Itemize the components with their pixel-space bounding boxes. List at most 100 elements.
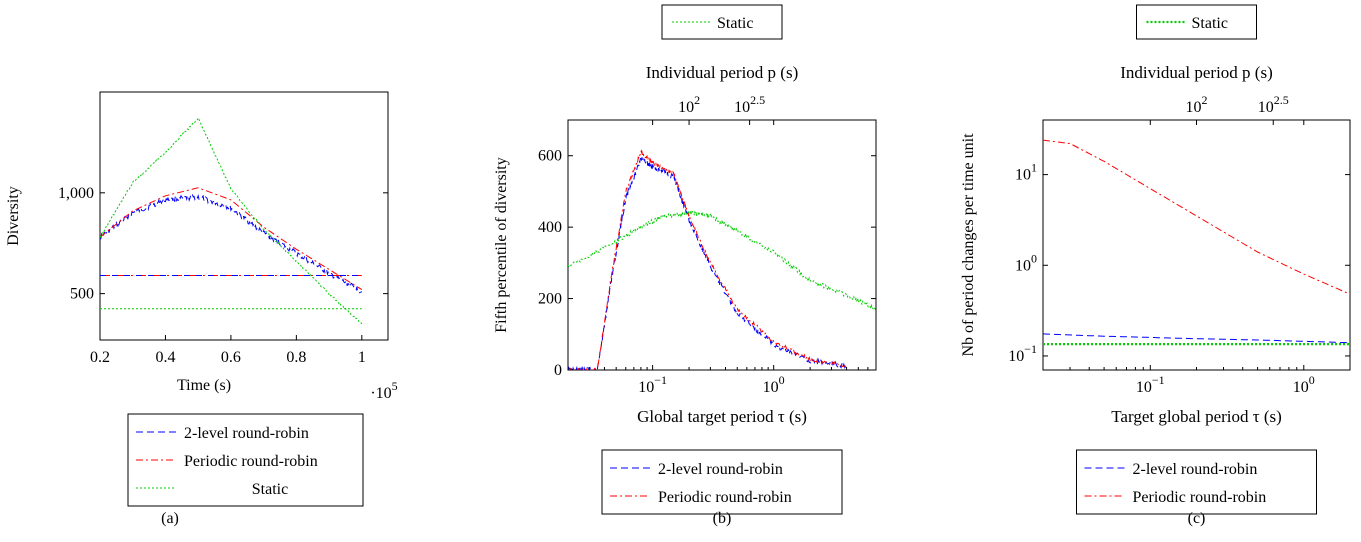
x-tick-label-base: 10: [638, 379, 654, 396]
legend: 2-level round-robin Periodic round-robin: [601, 449, 843, 515]
legend-box: [1076, 449, 1317, 515]
x-tick-label-base: 0.8: [286, 349, 306, 366]
x-tick-label-base: 1: [358, 349, 366, 366]
legend-entry: Periodic round-robin: [184, 453, 318, 470]
series-line: [100, 116, 363, 325]
series-line: [1043, 333, 1350, 344]
panel-label: (a): [161, 510, 179, 527]
x2-tick-label: 102: [1186, 93, 1208, 116]
legend-entry: 2-level round-robin: [1133, 461, 1258, 478]
legend-entry: Static: [252, 481, 288, 498]
x2-tick-label-exp: 2.5: [1274, 93, 1289, 107]
x-axis-label: Time (s): [177, 377, 231, 394]
y-tick-label-exp: 0: [1031, 251, 1037, 265]
y-tick-label: 500: [70, 286, 94, 303]
legend-entry: 2-level round-robin: [658, 461, 783, 478]
x-multiplier: ·105: [370, 379, 397, 402]
plot-frame: [567, 119, 877, 371]
y-tick-label-exp: −1: [1024, 342, 1037, 356]
y-tick-label: 600: [538, 148, 562, 165]
top-legend: Static: [1136, 4, 1257, 40]
x2-tick-label-exp: 2: [694, 93, 700, 107]
x-tick-label: 10−1: [1136, 373, 1165, 396]
x-tick-label-exp: −1: [1152, 373, 1165, 387]
series-group: [1043, 139, 1350, 346]
x-tick-label-exp: −1: [654, 373, 667, 387]
y-tick-label: 400: [538, 219, 562, 236]
x2-tick-label: 102.5: [1258, 93, 1289, 116]
x-axis-label: Target global period τ (s): [1111, 407, 1282, 426]
x2-tick-label-base: 10: [734, 99, 750, 116]
legend-entry: Periodic round-robin: [658, 489, 792, 506]
series-line: [568, 210, 876, 311]
legend: 2-level round-robin Periodic round-robin S…: [127, 413, 364, 507]
series-group: [568, 149, 876, 370]
series-line: [568, 156, 847, 370]
y-tick-label-base: 500: [70, 286, 94, 303]
x-axis-label: Global target period τ (s): [637, 407, 807, 426]
y-tick-label: 101: [1015, 161, 1037, 184]
series-group: [100, 116, 363, 325]
x2-axis-label: Individual period p (s): [646, 63, 799, 82]
x-tick-label: 100: [1293, 373, 1315, 396]
y-axis-label: Diversity: [5, 186, 22, 246]
legend-entry: Periodic round-robin: [1133, 489, 1267, 506]
plot-frame: [99, 91, 389, 341]
x-tick-label: 0.4: [155, 349, 175, 366]
x2-tick-label-exp: 2: [1202, 93, 1208, 107]
x-tick-label-base: 10: [763, 379, 779, 396]
panel-label: (b): [713, 510, 732, 527]
x2-tick-label: 102: [678, 93, 700, 116]
x2-tick-label-base: 10: [678, 99, 694, 116]
x2-tick-label: 102.5: [734, 93, 765, 116]
x-tick-label: 0.6: [221, 349, 241, 366]
x-tick-label-base: 0.6: [221, 349, 241, 366]
panel-a: 0.2 0.4 0.6 0.8 1 500 1,000 Time (s) ·105 Diversi…: [5, 91, 398, 527]
x2-tick-label-exp: 2.5: [750, 93, 765, 107]
y-tick-label: 10−1: [1008, 342, 1037, 365]
x-tick-label: 0.2: [90, 349, 110, 366]
legend-entry: Static: [717, 15, 753, 32]
x2-axis-label: Individual period p (s): [1120, 63, 1273, 82]
y-tick-label: 200: [538, 291, 562, 308]
y-tick-label: 100: [1015, 251, 1037, 274]
series-line: [570, 149, 847, 370]
x-tick-label: 10−1: [638, 373, 667, 396]
x2-tick-label-base: 10: [1258, 99, 1274, 116]
x-tick-label-base: 0.4: [155, 349, 175, 366]
y-tick-label-base: 0: [554, 362, 562, 379]
x-tick-label-base: 10: [1293, 379, 1309, 396]
y-axis-label: Nb of period changes per time unit: [960, 133, 977, 357]
y-tick-label-base: 600: [538, 148, 562, 165]
series-line: [100, 187, 363, 291]
y-tick-label-base: 200: [538, 291, 562, 308]
y-tick-label-base: 10: [1015, 257, 1031, 274]
series-line: [100, 193, 363, 294]
y-tick-label: 0: [554, 362, 562, 379]
top-legend: Static: [661, 4, 783, 40]
x-tick-label-base: 0.2: [90, 349, 110, 366]
legend: 2-level round-robin Periodic round-robin: [1076, 449, 1317, 515]
y-tick-label-base: 1,000: [58, 185, 94, 202]
x-tick-label: 1: [358, 349, 366, 366]
series-line: [1043, 139, 1350, 295]
x2-tick-label-base: 10: [1186, 99, 1202, 116]
plot-frame: [1042, 119, 1351, 371]
x-tick-label: 100: [763, 373, 785, 396]
y-tick-label-base: 400: [538, 219, 562, 236]
legend-entry: Static: [1192, 15, 1228, 32]
y-tick-label-exp: 1: [1031, 161, 1037, 175]
x-tick-label: 0.8: [286, 349, 306, 366]
panel-label: (c): [1188, 510, 1206, 527]
y-tick-label-base: 10: [1008, 348, 1024, 365]
x-tick-label-base: 10: [1136, 379, 1152, 396]
y-tick-label: 1,000: [58, 185, 94, 202]
y-tick-label-base: 10: [1015, 167, 1031, 184]
x-multiplier-base: ·10: [370, 385, 391, 402]
x-tick-label-exp: 0: [1309, 373, 1315, 387]
x-tick-label-exp: 0: [779, 373, 785, 387]
x-multiplier-exp: 5: [392, 379, 398, 393]
